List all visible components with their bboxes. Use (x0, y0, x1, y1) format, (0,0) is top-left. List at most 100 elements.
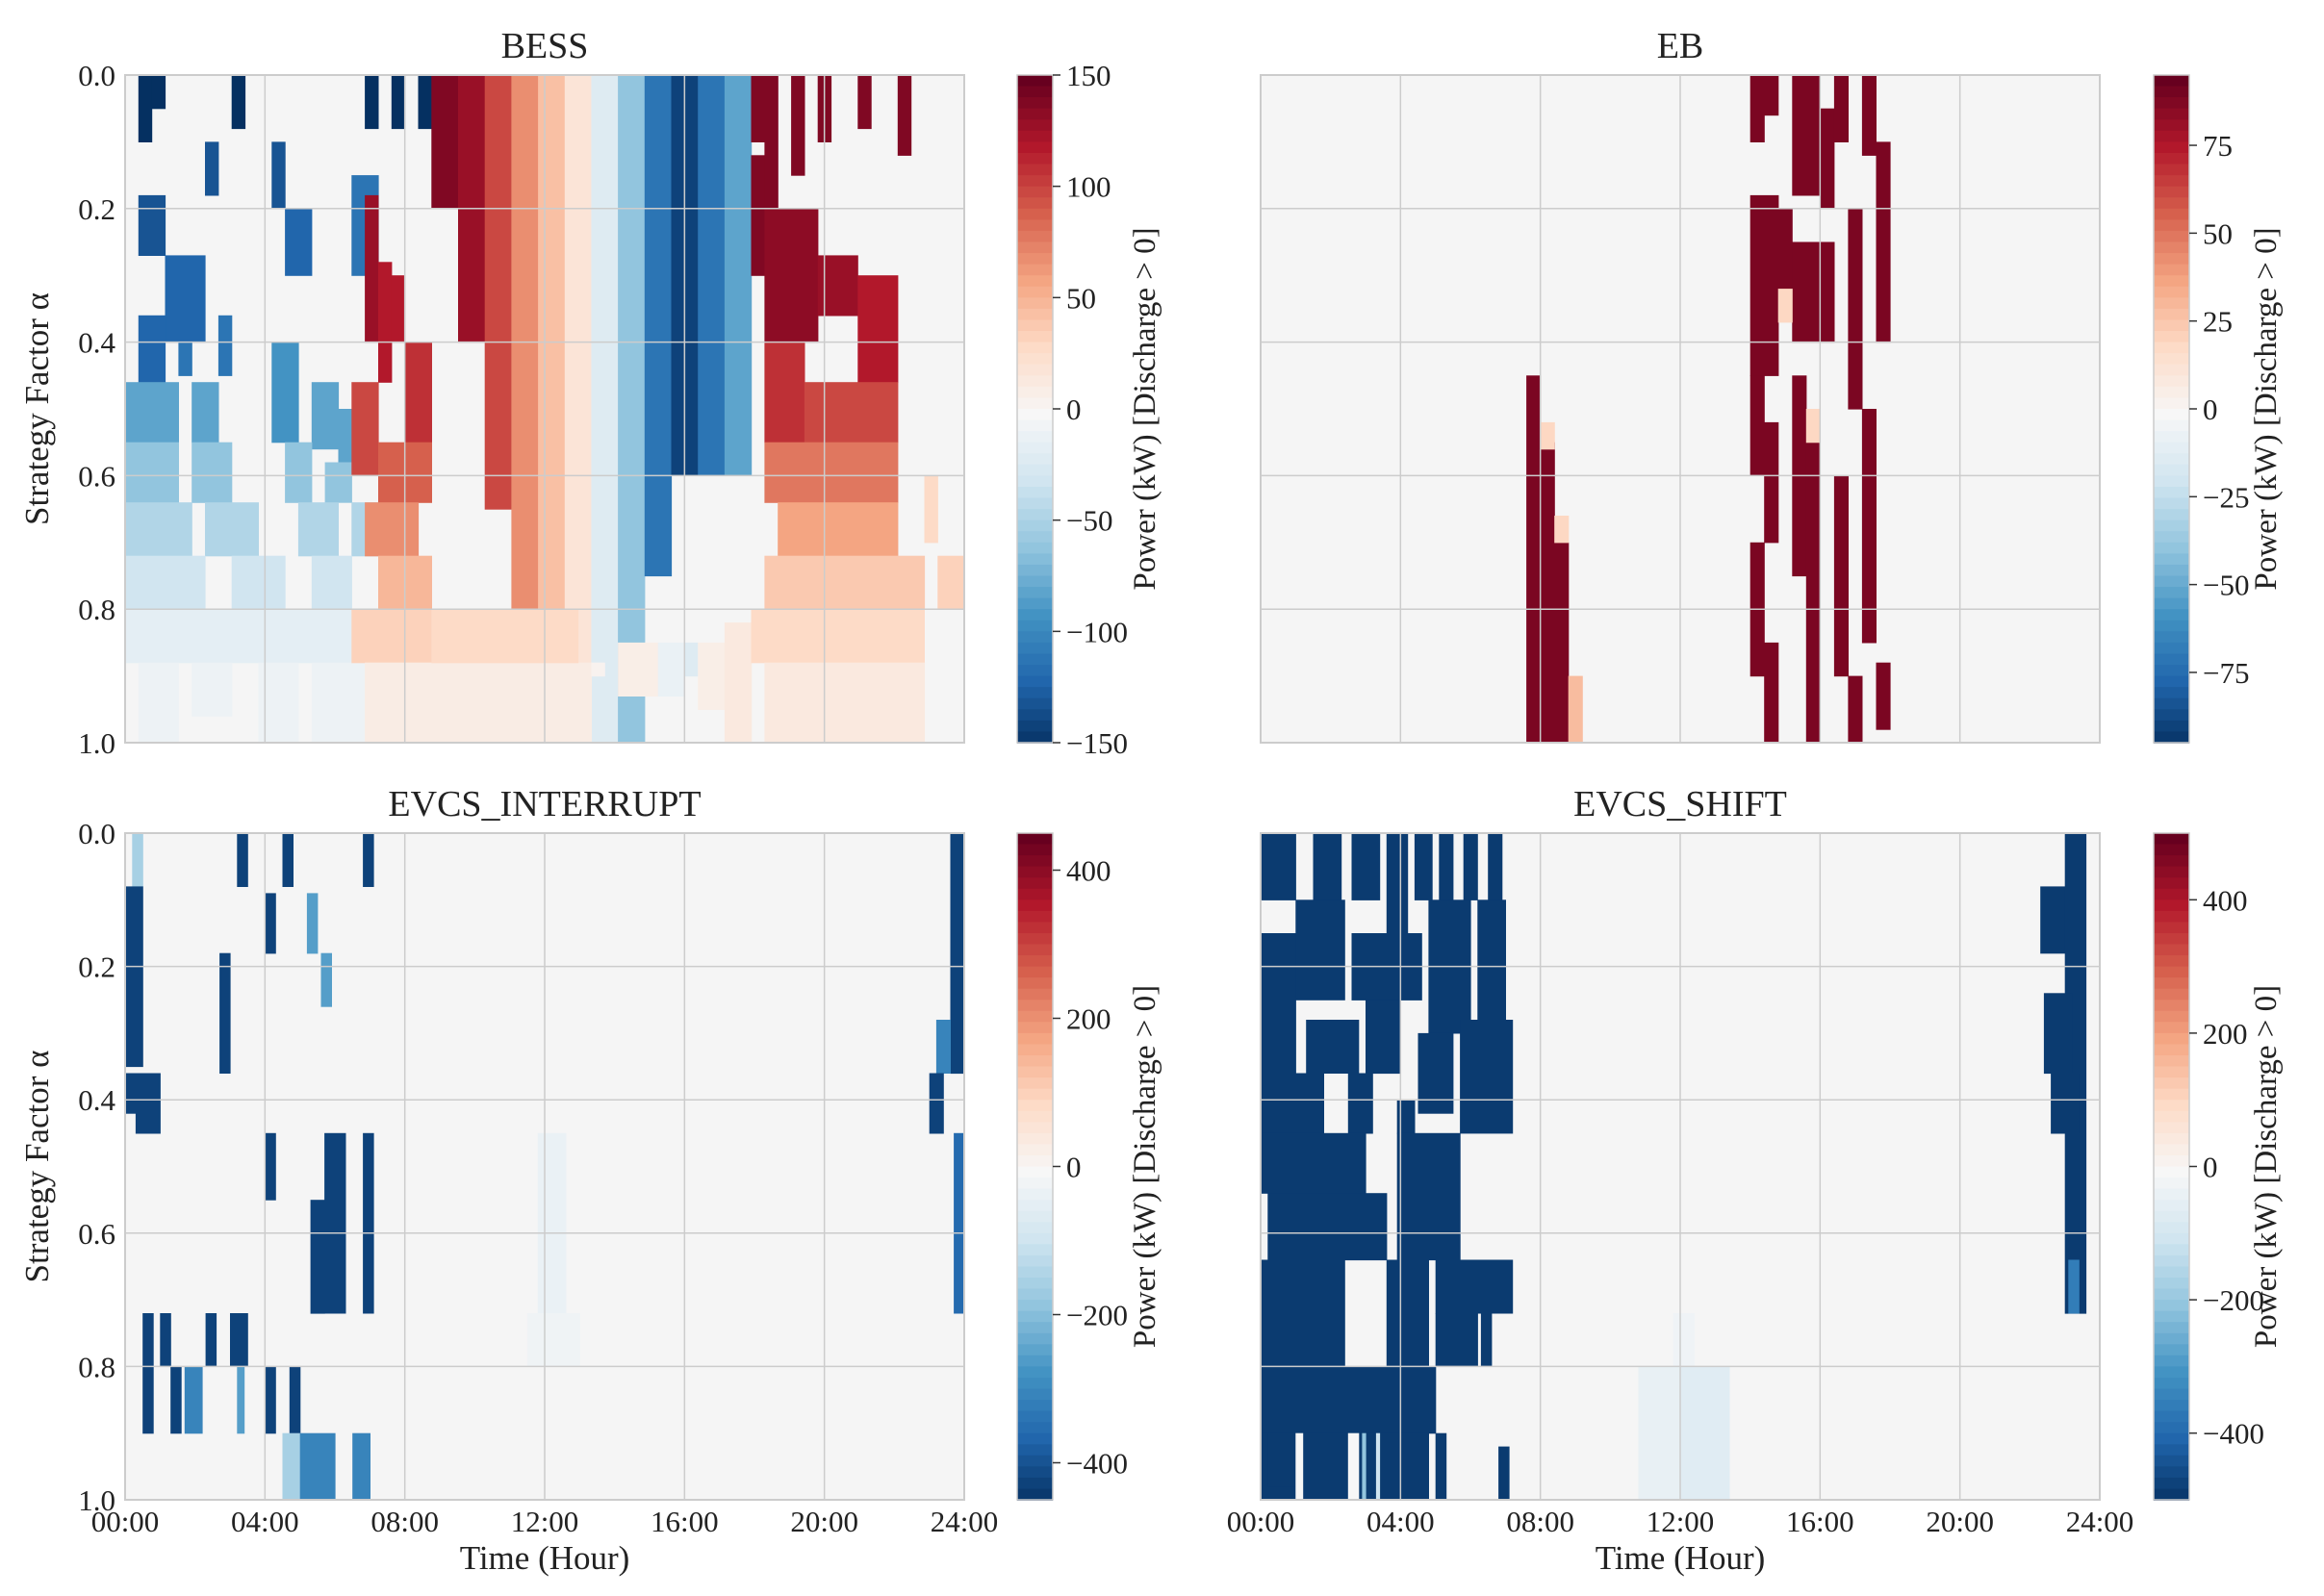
bess-cell (231, 75, 246, 130)
evcs-shift-colorbar-segment (2154, 1210, 2189, 1224)
evcs-interrupt-cell (237, 1366, 245, 1434)
evcs-interrupt-colorbar-segment (1017, 1444, 1053, 1457)
evcs-shift-colorbar-segment (2154, 1166, 2189, 1178)
evcs-interrupt-y-tick-label: 0.4 (78, 1083, 115, 1117)
bess-colorbar-segment (1017, 553, 1053, 566)
bess-colorbar-segment (1017, 153, 1053, 165)
evcs-interrupt-cell (125, 886, 143, 1068)
eb-cell (1833, 75, 1849, 142)
bess-colorbar-segment (1017, 442, 1053, 455)
evcs-interrupt-colorbar-segment (1017, 1288, 1053, 1301)
evcs-interrupt-cell (282, 833, 294, 887)
bess-colorbar-segment (1017, 264, 1053, 276)
bess-cell (391, 275, 406, 343)
evcs-interrupt-cell (310, 1200, 325, 1314)
bess-cell (192, 662, 233, 717)
evcs-interrupt-colorbar-segment (1017, 1432, 1053, 1446)
bess-cell (391, 75, 406, 130)
evcs-interrupt-cell (363, 1132, 374, 1314)
evcs-interrupt-colorbar-segment (1017, 1366, 1053, 1379)
evcs-shift-colorbar-segment (2154, 1488, 2189, 1501)
bess-cell (657, 642, 685, 697)
bess-colorbar-segment (1017, 208, 1053, 221)
evcs-shift-cell (1638, 1366, 1681, 1501)
eb-colorbar-segment (2154, 720, 2189, 733)
bess-colorbar-segment (1017, 464, 1053, 477)
bess-colorbar-segment (1017, 219, 1053, 232)
evcs-interrupt-colorbar-segment (1017, 1077, 1053, 1090)
bess-cell (192, 382, 219, 443)
bess-colorbar-segment (1017, 108, 1053, 121)
evcs-interrupt-cell (230, 1313, 248, 1367)
evcs-shift-cell (1396, 1132, 1461, 1261)
evcs-shift-colorbar-segment (2154, 877, 2189, 890)
bess-cell (698, 75, 726, 476)
bess-cell (365, 662, 592, 744)
evcs-shift-x-tick-label: 04:00 (1366, 1505, 1435, 1538)
eb-cell (1848, 675, 1863, 744)
evcs-shift-colorbar-segment (2154, 1432, 2189, 1446)
eb-colorbar-tick-label: −75 (2203, 656, 2249, 690)
evcs-interrupt-colorbar-tick-label: 400 (1066, 854, 1111, 888)
eb-title: EB (1657, 26, 1704, 66)
evcs-shift-cell (1295, 1432, 1304, 1501)
evcs-shift-cell (2040, 886, 2066, 954)
evcs-interrupt-plot-frame (124, 832, 965, 1501)
bess-colorbar-segment (1017, 564, 1053, 577)
evcs-interrupt-colorbar-tick-label: 0 (1066, 1151, 1082, 1184)
evcs-interrupt-colorbar-segment (1017, 1400, 1053, 1412)
bess-colorbar-segment (1017, 431, 1053, 443)
bess-colorbar-segment (1017, 275, 1053, 288)
evcs-shift-colorbar-segment (2154, 1066, 2189, 1078)
eb-colorbar-segment (2154, 575, 2189, 588)
evcs-interrupt-x-tick-label: 00:00 (91, 1505, 160, 1538)
eb-colorbar-segment (2154, 75, 2189, 88)
evcs-interrupt-colorbar-segment (1017, 1300, 1053, 1312)
evcs-interrupt-cell (142, 1313, 154, 1434)
eb-colorbar-segment (2154, 397, 2189, 410)
evcs-shift-cell (1680, 1366, 1730, 1501)
evcs-interrupt-x-tick-label: 04:00 (231, 1505, 299, 1538)
bess-cell (751, 75, 765, 142)
evcs-interrupt-colorbar-segment (1017, 1022, 1053, 1034)
bess-colorbar-segment (1017, 675, 1053, 688)
evcs-interrupt-colorbar-segment (1017, 877, 1053, 890)
bess-cell (764, 442, 899, 503)
evcs-interrupt-cell (320, 952, 332, 1007)
eb-colorbar-segment (2154, 609, 2189, 621)
evcs-shift-colorbar-segment (2154, 1466, 2189, 1479)
eb-cell (1554, 516, 1570, 544)
bess-colorbar-segment (1017, 375, 1053, 388)
eb-cell (1777, 208, 1793, 310)
eb-cell (1792, 75, 1821, 196)
evcs-interrupt-colorbar-segment (1017, 1422, 1053, 1434)
bess-cell (684, 642, 699, 677)
evcs-shift-x-axis-label: Time (Hour) (1596, 1539, 1766, 1577)
evcs-interrupt-cell (954, 1132, 965, 1314)
eb-cell (1526, 375, 1542, 744)
evcs-shift-colorbar-segment (2154, 1222, 2189, 1234)
evcs-interrupt-colorbar-segment (1017, 966, 1053, 978)
eb-colorbar-segment (2154, 409, 2189, 421)
bess-cell (297, 502, 339, 557)
bess-cell (751, 609, 925, 664)
evcs-interrupt-cell (289, 1366, 301, 1434)
eb-colorbar-segment (2154, 475, 2189, 488)
evcs-shift-cell (2051, 1073, 2080, 1134)
evcs-interrupt-cell (237, 833, 248, 887)
bess-colorbar-segment (1017, 297, 1053, 310)
bess-cell (804, 382, 899, 443)
bess-cell (791, 75, 805, 176)
evcs-shift-colorbar-segment (2154, 1022, 2189, 1034)
bess-colorbar-tick-label: 100 (1066, 170, 1111, 204)
bess-colorbar-segment (1017, 241, 1053, 254)
bess-colorbar-segment (1017, 230, 1053, 243)
eb-colorbar-tick-label: 75 (2203, 129, 2233, 163)
eb-colorbar-segment (2154, 509, 2189, 521)
bess-colorbar-segment (1017, 253, 1053, 266)
bess-colorbar-segment (1017, 286, 1053, 299)
evcs-interrupt-y-axis-label: Strategy Factor α (18, 1051, 56, 1283)
bess-cell (138, 75, 153, 142)
eb-cell (1764, 642, 1779, 744)
bess-cell (764, 208, 819, 343)
